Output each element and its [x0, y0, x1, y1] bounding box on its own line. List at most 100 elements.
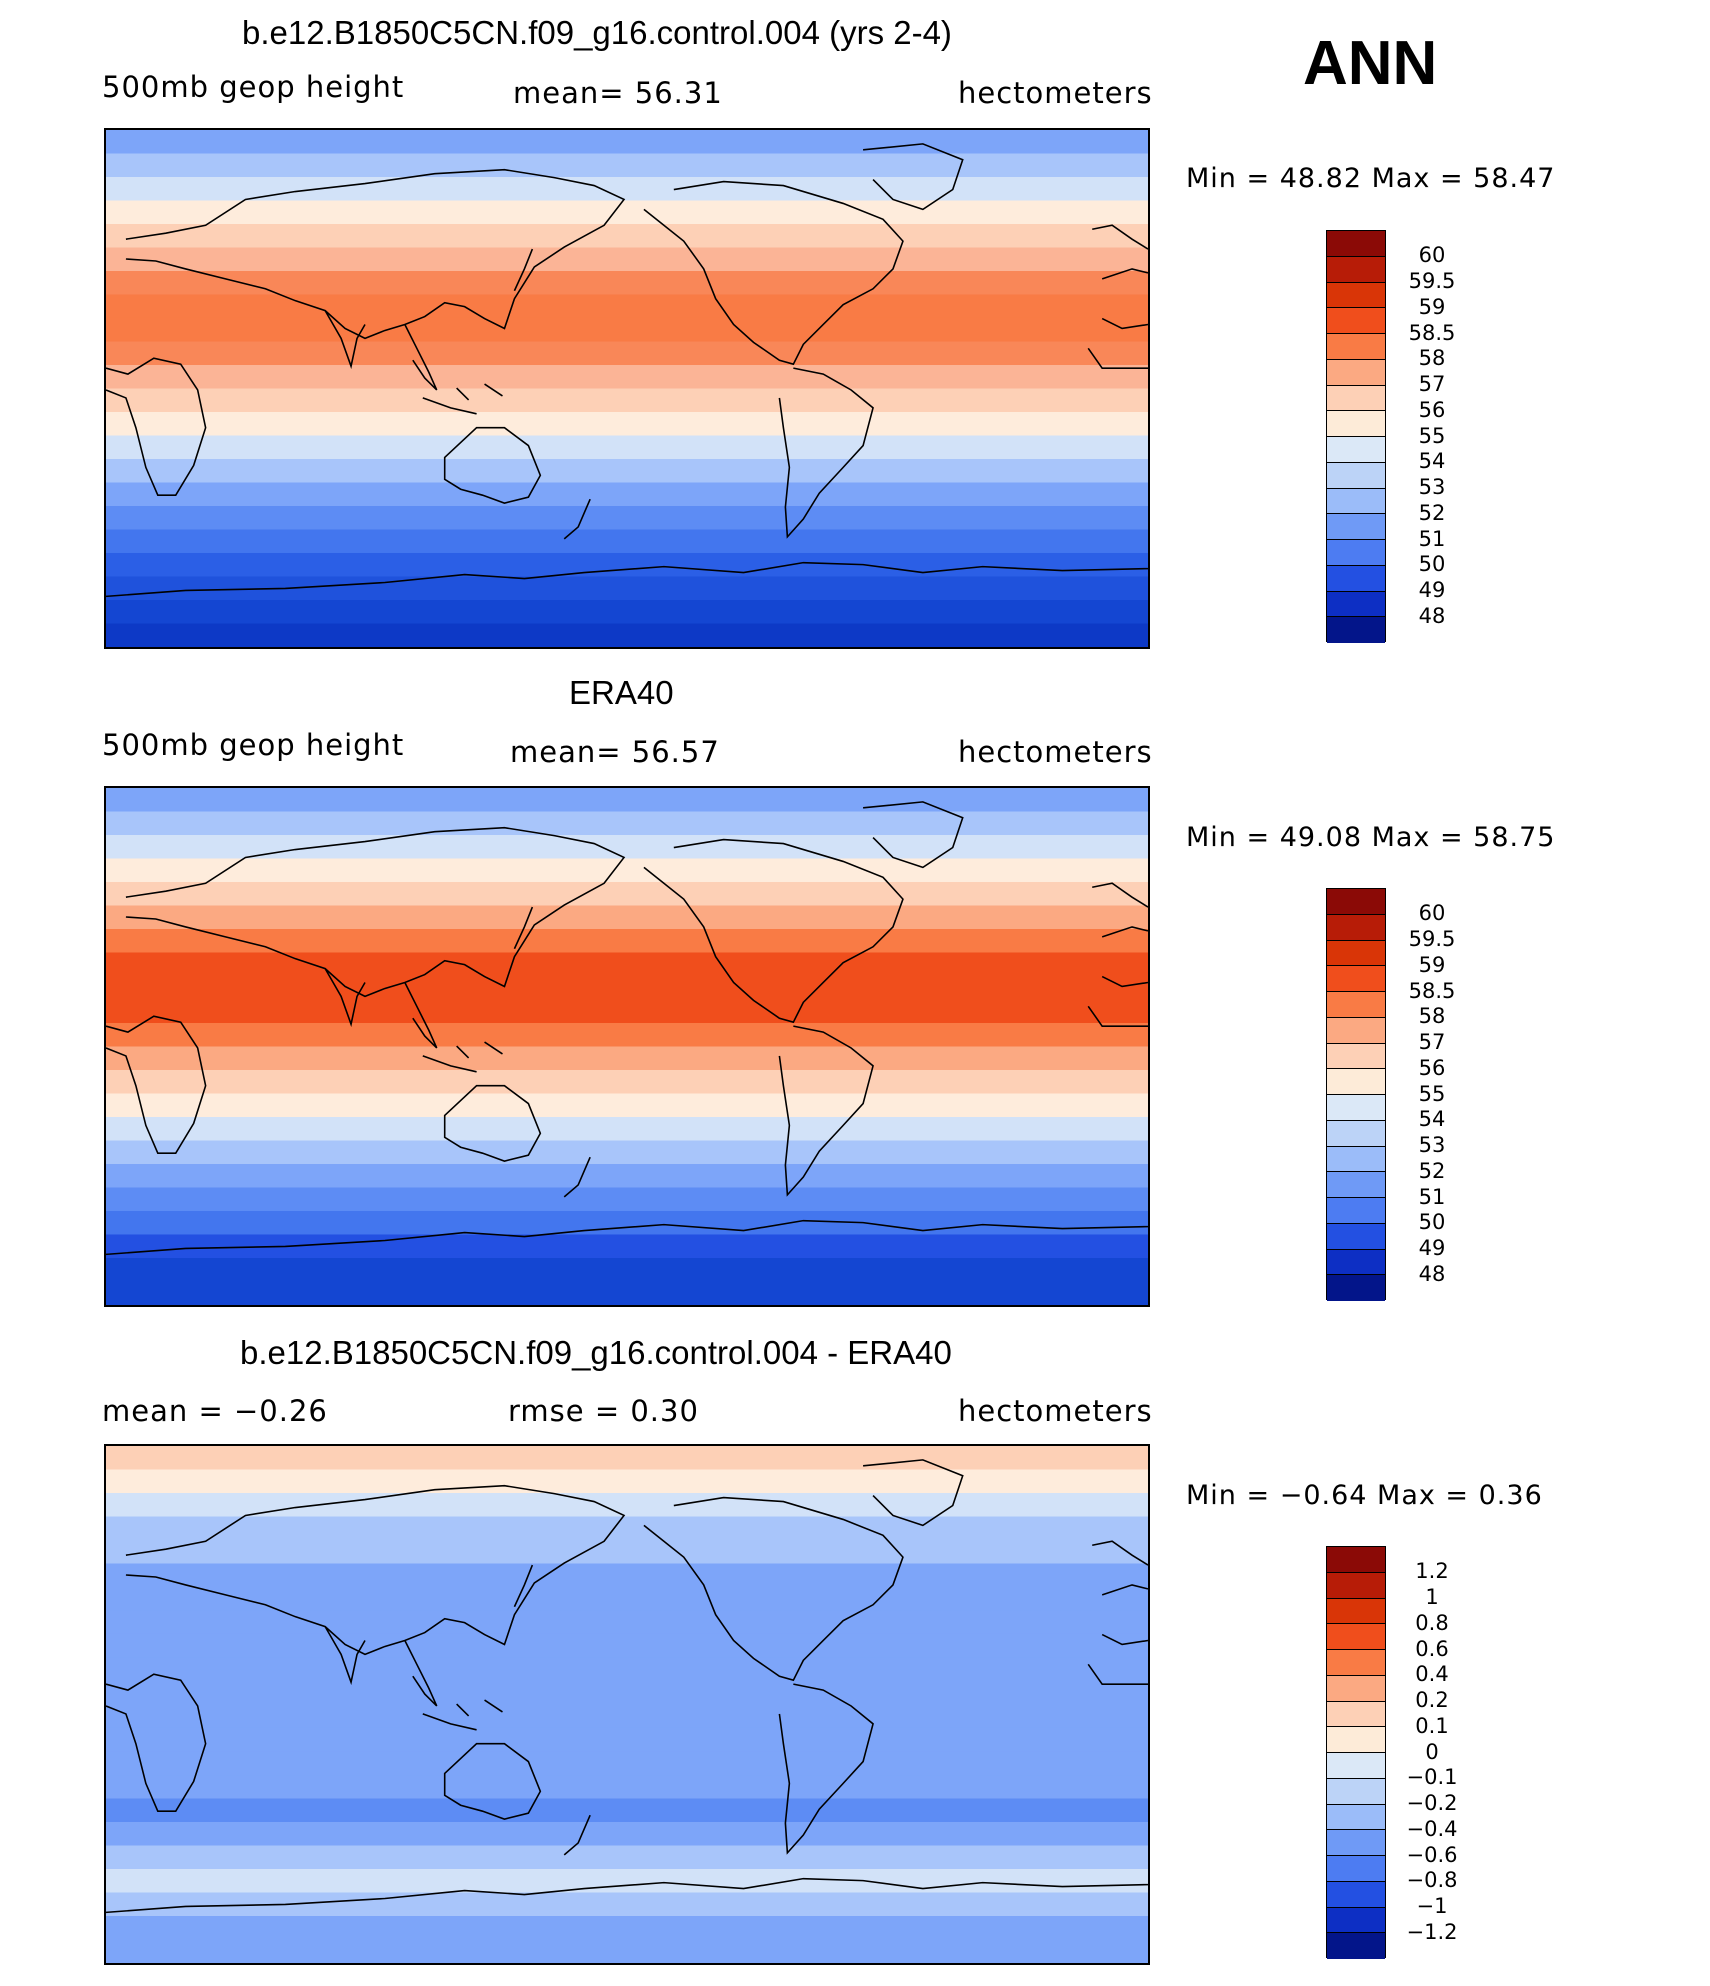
colorbar-level-label: 54 — [1418, 449, 1446, 474]
colorbar-swatch — [1327, 514, 1385, 540]
colorbar-swatch — [1327, 488, 1385, 515]
colorbar-swatch — [1327, 1650, 1385, 1676]
colorbar-swatch — [1327, 437, 1385, 463]
coastline — [863, 801, 964, 869]
colorbar-swatch — [1327, 1275, 1385, 1301]
colorbar-swatch — [1327, 1572, 1385, 1599]
coastline — [863, 143, 964, 211]
colorbar-level-label: 1.2 — [1415, 1559, 1449, 1584]
field-band — [106, 1704, 1148, 1729]
colorbar-swatch — [1327, 1624, 1385, 1650]
panel-1-left-label: 500mb geop height — [102, 70, 405, 104]
coastline — [422, 383, 503, 415]
colorbar-swatch — [1327, 1907, 1385, 1934]
colorbar-swatch — [1327, 1547, 1385, 1573]
coastline — [106, 1877, 1148, 1914]
coastline — [106, 1015, 207, 1154]
colorbar-level-label: 56 — [1418, 1055, 1446, 1080]
colorbar-swatch — [1327, 1146, 1385, 1173]
panel-3-mean: mean = −0.26 — [102, 1394, 328, 1428]
colorbar-swatch — [1327, 359, 1385, 386]
field-band — [106, 482, 1148, 507]
colorbar-swatch — [1327, 966, 1385, 992]
field-band — [106, 1681, 1148, 1706]
colorbar-swatch — [1327, 1249, 1385, 1276]
colorbar-level-label: 55 — [1418, 423, 1446, 448]
coastline — [324, 968, 366, 1028]
field-band — [106, 1069, 1148, 1095]
panel-2-map — [104, 786, 1150, 1307]
colorbar-level-label: 0.4 — [1415, 1662, 1449, 1687]
field-band — [106, 1775, 1148, 1800]
field-band — [106, 1939, 1148, 1963]
panel-2-title: ERA40 — [569, 674, 674, 711]
coastline — [1092, 882, 1148, 938]
colorbar-swatch — [1327, 1172, 1385, 1198]
coastline — [106, 561, 1148, 598]
field-band — [106, 1446, 1148, 1471]
colorbar-level-label: 50 — [1418, 552, 1446, 577]
coastline — [1092, 224, 1148, 280]
coastline — [443, 426, 542, 504]
colorbar-swatch — [1327, 889, 1385, 915]
field-band — [106, 1516, 1148, 1541]
colorbar-level-label: 57 — [1418, 1030, 1446, 1054]
field-band — [106, 1469, 1148, 1494]
coastline — [404, 982, 438, 1049]
colorbar-level-label: 58.5 — [1408, 320, 1456, 345]
coastline — [643, 838, 904, 1024]
field-band — [106, 1563, 1148, 1588]
coastline — [106, 1219, 1148, 1256]
colorbar-level-label: 57 — [1418, 372, 1446, 396]
coastline — [422, 1699, 503, 1731]
field-band — [106, 294, 1148, 319]
field-band — [106, 388, 1148, 413]
field-band — [106, 788, 1148, 813]
colorbar-swatch — [1327, 282, 1385, 309]
panel-1-mean: mean= 56.31 — [513, 76, 723, 110]
field-band — [106, 411, 1148, 437]
field-band — [106, 1093, 1148, 1118]
colorbar-swatch — [1327, 1043, 1385, 1070]
colorbar-swatch — [1327, 385, 1385, 412]
field-band — [106, 1117, 1148, 1142]
colorbar-level-label: −0.1 — [1406, 1765, 1458, 1790]
coastline — [443, 1084, 542, 1162]
field-band — [106, 506, 1148, 531]
colorbar-swatch — [1327, 1675, 1385, 1702]
colorbar-swatch — [1327, 334, 1385, 360]
field-band — [106, 224, 1148, 249]
colorbar-swatch — [1327, 1701, 1385, 1728]
field-band — [106, 1023, 1148, 1048]
colorbar-level-label: 60 — [1418, 901, 1446, 926]
coastline — [125, 1484, 626, 1656]
colorbar-swatch — [1327, 256, 1385, 283]
panel-3-map-canvas — [106, 1446, 1148, 1963]
field-band — [106, 928, 1148, 954]
colorbar-swatch — [1327, 940, 1385, 967]
colorbar-swatch — [1327, 411, 1385, 437]
field-band — [106, 999, 1148, 1024]
colorbar-swatch — [1327, 1198, 1385, 1224]
panel-2-mean: mean= 56.57 — [510, 735, 720, 769]
colorbar-swatch — [1327, 1830, 1385, 1856]
field-band — [106, 1281, 1148, 1305]
panel-1-units: hectometers — [958, 76, 1153, 110]
field-band — [106, 1798, 1148, 1823]
coastline — [404, 324, 438, 391]
field-band — [106, 552, 1148, 578]
colorbar-level-label: −0.4 — [1406, 1816, 1458, 1841]
field-band — [106, 905, 1148, 930]
colorbar-swatch — [1327, 591, 1385, 618]
colorbar-level-label: 48 — [1418, 603, 1446, 628]
field-band — [106, 1751, 1148, 1776]
coastline — [1087, 1633, 1148, 1685]
field-band — [106, 341, 1148, 366]
colorbar-level-label: −0.8 — [1406, 1868, 1458, 1893]
panel-2-minmax: Min = 49.08 Max = 58.75 — [1186, 822, 1556, 853]
coastline — [1087, 975, 1148, 1027]
field-band — [106, 834, 1148, 860]
field-band — [106, 1187, 1148, 1212]
field-band — [106, 459, 1148, 484]
field-band — [106, 1164, 1148, 1189]
